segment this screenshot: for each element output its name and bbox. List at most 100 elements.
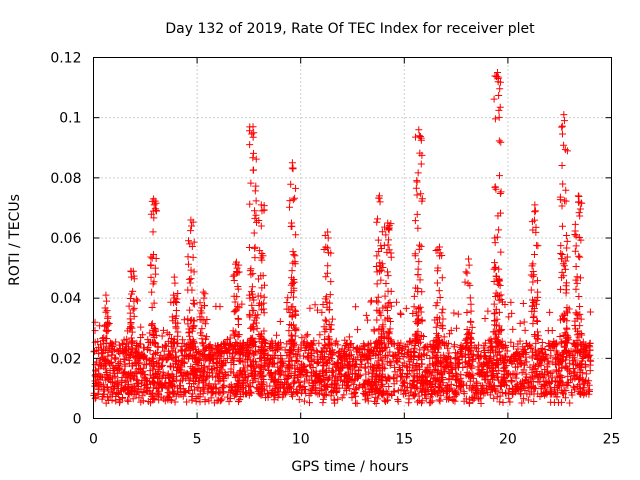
data-point: [132, 376, 140, 384]
data-point: [178, 336, 186, 344]
data-point: [171, 398, 179, 406]
data-point: [388, 392, 396, 400]
data-point: [224, 372, 232, 380]
data-point: [495, 367, 503, 375]
data-point: [91, 372, 99, 380]
data-point: [528, 262, 536, 270]
data-point: [533, 354, 541, 362]
data-point: [242, 390, 250, 398]
data-point: [370, 327, 378, 335]
data-point: [284, 384, 292, 392]
data-point: [473, 351, 481, 359]
data-point: [362, 311, 370, 319]
data-point: [325, 335, 333, 343]
data-point: [350, 362, 358, 370]
data-point: [148, 320, 156, 328]
data-point: [98, 350, 106, 358]
data-point: [556, 333, 564, 341]
data-point: [541, 391, 549, 399]
data-point: [373, 280, 381, 288]
data-point: [288, 274, 296, 282]
data-point: [270, 396, 278, 404]
data-point: [108, 340, 116, 348]
data-point: [247, 324, 255, 332]
data-point: [252, 155, 260, 163]
data-point: [428, 390, 436, 398]
data-point: [407, 384, 415, 392]
data-point: [239, 376, 247, 384]
data-point: [376, 198, 384, 206]
data-point: [566, 376, 574, 384]
data-point: [398, 369, 406, 377]
data-point: [451, 376, 459, 384]
data-point: [426, 361, 434, 369]
data-point: [481, 339, 489, 347]
data-point: [385, 391, 393, 399]
data-point: [245, 391, 253, 399]
data-point: [350, 380, 358, 388]
data-point: [573, 347, 581, 355]
data-point: [439, 379, 447, 387]
data-point: [490, 310, 498, 318]
data-point: [502, 390, 510, 398]
data-point: [409, 347, 417, 355]
data-point: [105, 319, 113, 327]
data-point: [569, 357, 577, 365]
data-point: [291, 372, 299, 380]
data-point: [491, 183, 499, 191]
data-point: [318, 308, 326, 316]
data-point: [542, 389, 550, 397]
data-point: [254, 378, 262, 386]
data-point: [294, 389, 302, 397]
data-point: [556, 193, 564, 201]
data-point: [124, 327, 132, 335]
data-point: [481, 315, 489, 323]
data-point: [233, 340, 241, 348]
data-point: [533, 318, 541, 326]
data-point: [149, 389, 157, 397]
data-point: [283, 305, 291, 313]
data-point: [497, 138, 505, 146]
data-point: [230, 354, 238, 362]
data-point: [557, 250, 565, 258]
data-point: [255, 362, 263, 370]
data-point: [551, 384, 559, 392]
data-point: [503, 347, 511, 355]
data-point: [276, 371, 284, 379]
data-point: [361, 384, 369, 392]
data-point: [248, 363, 256, 371]
data-point: [385, 383, 393, 391]
data-point: [111, 384, 119, 392]
x-tick-label: 0: [89, 432, 98, 448]
data-point: [317, 387, 325, 395]
data-point: [196, 393, 204, 401]
data-point: [217, 366, 225, 374]
data-point: [92, 358, 100, 366]
data-point: [203, 333, 211, 341]
data-point: [126, 370, 134, 378]
data-point: [306, 343, 314, 351]
data-point: [244, 348, 252, 356]
data-point: [558, 250, 566, 258]
data-point: [257, 292, 265, 300]
data-point: [233, 380, 241, 388]
data-point: [415, 126, 423, 134]
data-point: [363, 353, 371, 360]
data-point: [538, 390, 546, 398]
data-point: [104, 387, 112, 395]
data-point: [340, 377, 348, 385]
data-point: [290, 278, 298, 286]
data-point: [196, 315, 204, 323]
data-point: [289, 165, 297, 173]
data-point: [562, 231, 570, 239]
data-point: [247, 388, 255, 396]
data-point: [491, 387, 499, 395]
data-point: [217, 388, 225, 396]
data-point: [466, 347, 474, 355]
data-point: [104, 383, 112, 391]
data-point: [151, 264, 159, 272]
data-point: [514, 349, 522, 357]
data-point: [296, 352, 304, 360]
data-point: [141, 382, 149, 390]
data-point: [387, 287, 395, 295]
